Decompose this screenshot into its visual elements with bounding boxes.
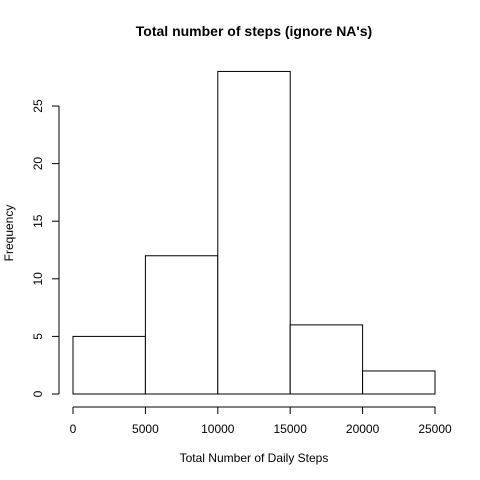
y-tick-label-4: 20 <box>31 157 45 171</box>
x-tick-label-3: 15000 <box>274 422 308 436</box>
x-tick-label-0: 0 <box>70 422 77 436</box>
y-tick-label-1: 5 <box>31 333 45 340</box>
x-axis: 0 5000 10000 15000 20000 25000 <box>70 406 452 436</box>
y-tick-label-3: 15 <box>31 214 45 228</box>
x-axis-label: Total Number of Daily Steps <box>180 451 329 465</box>
x-tick-label-4: 20000 <box>346 422 380 436</box>
chart-title: Total number of steps (ignore NA's) <box>136 23 372 39</box>
x-tick-label-1: 5000 <box>132 422 159 436</box>
bar-3 <box>289 324 364 395</box>
y-axis-label: Frequency <box>2 205 16 262</box>
y-tick-label-0: 0 <box>31 390 45 397</box>
bars-group <box>72 70 436 395</box>
y-axis: 0 5 10 15 20 25 <box>31 99 60 397</box>
bar-0 <box>72 335 146 395</box>
x-tick-label-5: 25000 <box>418 422 452 436</box>
bar-2 <box>217 70 291 395</box>
x-tick-label-2: 10000 <box>201 422 235 436</box>
bar-1 <box>144 255 219 395</box>
bar-4 <box>362 370 436 395</box>
y-tick-label-2: 10 <box>31 272 45 286</box>
y-tick-label-5: 25 <box>31 99 45 113</box>
